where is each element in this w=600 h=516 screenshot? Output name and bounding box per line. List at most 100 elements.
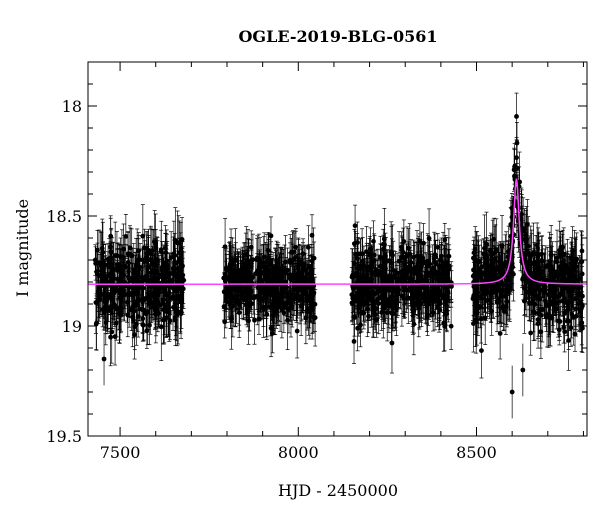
data-point (356, 278, 361, 283)
data-point (372, 291, 377, 296)
data-point (410, 304, 415, 309)
data-point (424, 289, 429, 294)
data-point (145, 251, 150, 256)
data-point (390, 341, 395, 346)
data-point (449, 324, 454, 329)
data-point (105, 295, 110, 300)
data-point (175, 312, 180, 317)
data-point (353, 223, 358, 228)
plot-area (88, 93, 587, 418)
data-point (274, 272, 279, 277)
data-point (146, 295, 151, 300)
data-point (269, 233, 274, 238)
data-point (419, 264, 424, 269)
data-point (431, 310, 436, 315)
data-point (161, 307, 166, 312)
data-point (143, 275, 148, 280)
data-point (260, 296, 265, 301)
data-point (130, 279, 135, 284)
data-point (355, 266, 360, 271)
data-point (126, 251, 131, 256)
data-point (147, 323, 152, 328)
data-point (140, 257, 145, 262)
data-point (228, 290, 233, 295)
data-point (135, 259, 140, 264)
data-point (266, 287, 271, 292)
data-point (270, 287, 275, 292)
data-point (250, 275, 255, 280)
data-point (378, 264, 383, 269)
data-point (352, 339, 357, 344)
data-point (277, 268, 282, 273)
chart-title: OGLE-2019-BLG-0561 (238, 27, 437, 46)
data-point (260, 260, 265, 265)
data-point (367, 251, 372, 256)
data-point (152, 271, 157, 276)
data-point (397, 259, 402, 264)
data-point (311, 301, 316, 306)
data-point (308, 279, 313, 284)
data-point (442, 264, 447, 269)
data-point (114, 307, 119, 312)
data-point (382, 290, 387, 295)
data-point (171, 305, 176, 310)
data-point (134, 263, 139, 268)
data-point (93, 258, 98, 263)
data-point (136, 314, 141, 319)
data-point (241, 296, 246, 301)
data-point (295, 329, 300, 334)
data-point (304, 290, 309, 295)
data-point (433, 255, 438, 260)
data-point (177, 272, 182, 277)
data-point (406, 246, 411, 251)
data-point (284, 301, 289, 306)
data-point (371, 304, 376, 309)
data-point (133, 292, 138, 297)
data-point (415, 272, 420, 277)
data-point (352, 299, 357, 304)
data-point (387, 258, 392, 263)
data-point (294, 276, 299, 281)
data-point (285, 291, 290, 296)
data-point (396, 288, 401, 293)
data-point (98, 288, 103, 293)
data-point (376, 269, 381, 274)
data-point (446, 276, 451, 281)
data-point (125, 313, 130, 318)
data-point (171, 294, 176, 299)
data-point (233, 295, 238, 300)
data-point (108, 271, 113, 276)
data-point (416, 288, 421, 293)
data-point (157, 287, 162, 292)
data-point (282, 269, 287, 274)
data-point (120, 271, 125, 276)
data-point (283, 260, 288, 265)
data-point (305, 309, 310, 314)
data-point (228, 262, 233, 267)
data-point (222, 319, 227, 324)
data-point (108, 335, 113, 340)
data-point (153, 306, 158, 311)
data-point (136, 272, 141, 277)
data-point (127, 285, 132, 290)
data-point (162, 289, 167, 294)
data-point (306, 245, 311, 250)
data-point (108, 309, 113, 314)
data-point (265, 260, 270, 265)
data-point (173, 261, 178, 266)
data-point (298, 295, 303, 300)
data-point (277, 276, 282, 281)
data-point (252, 318, 257, 323)
x-axis-label: HJD - 2450000 (278, 481, 398, 500)
y-axis-label: I magnitude (13, 199, 32, 297)
data-point (97, 294, 102, 299)
data-point (152, 239, 157, 244)
data-point (383, 278, 388, 283)
data-point (246, 264, 251, 269)
data-point (156, 311, 161, 316)
data-point (438, 258, 443, 263)
data-point (95, 248, 100, 253)
data-point (427, 236, 432, 241)
data-point (366, 314, 371, 319)
